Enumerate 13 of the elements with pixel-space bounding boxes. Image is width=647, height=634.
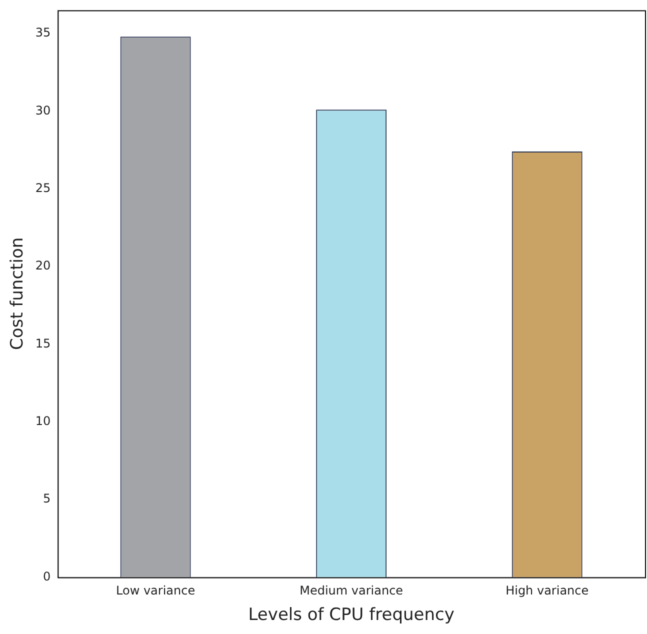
y-tick-label: 10 [35, 414, 51, 428]
x-tick-label: High variance [506, 584, 589, 598]
x-tick-label: Low variance [116, 584, 196, 598]
y-tick-label: 35 [35, 26, 51, 40]
y-tick-label: 5 [43, 492, 51, 506]
y-axis-title: Cost function [8, 237, 28, 350]
x-axis-title: Levels of CPU frequency [248, 605, 454, 626]
y-tick-label: 20 [35, 258, 51, 273]
x-tick-label: Medium variance [300, 584, 404, 598]
y-tick-label: 15 [35, 336, 51, 350]
y-tick-label: 30 [35, 103, 51, 118]
y-tick-label: 25 [35, 180, 51, 195]
y-tick-label: 0 [43, 569, 51, 584]
